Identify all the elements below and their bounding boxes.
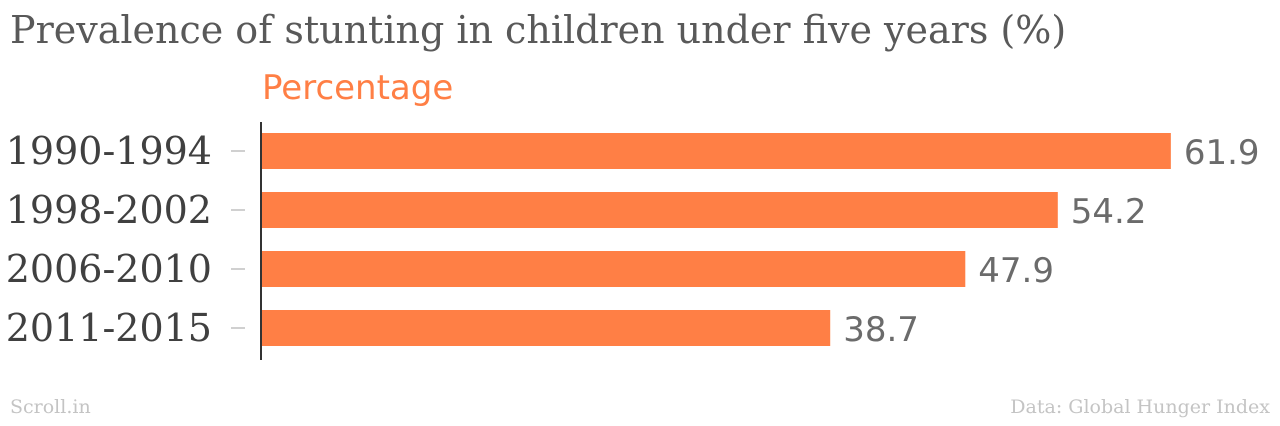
y-tick-label: 1990-1994 — [6, 129, 212, 173]
bar — [262, 310, 831, 346]
legend-series-label: Percentage — [262, 68, 454, 108]
bar — [262, 133, 1171, 169]
data-label: 47.9 — [978, 251, 1054, 291]
y-tick-label: 2011-2015 — [6, 306, 212, 350]
y-tick-label: 2006-2010 — [6, 247, 212, 291]
data-label: 54.2 — [1071, 192, 1147, 232]
y-tick-label: 1998-2002 — [6, 188, 212, 232]
bar — [262, 192, 1058, 228]
bar — [262, 251, 966, 287]
source-left: Scroll.in — [10, 396, 91, 418]
chart-title: Prevalence of stunting in children under… — [10, 8, 1067, 52]
data-label: 61.9 — [1184, 133, 1260, 173]
data-label: 38.7 — [843, 310, 919, 350]
source-right: Data: Global Hunger Index — [1010, 396, 1270, 418]
